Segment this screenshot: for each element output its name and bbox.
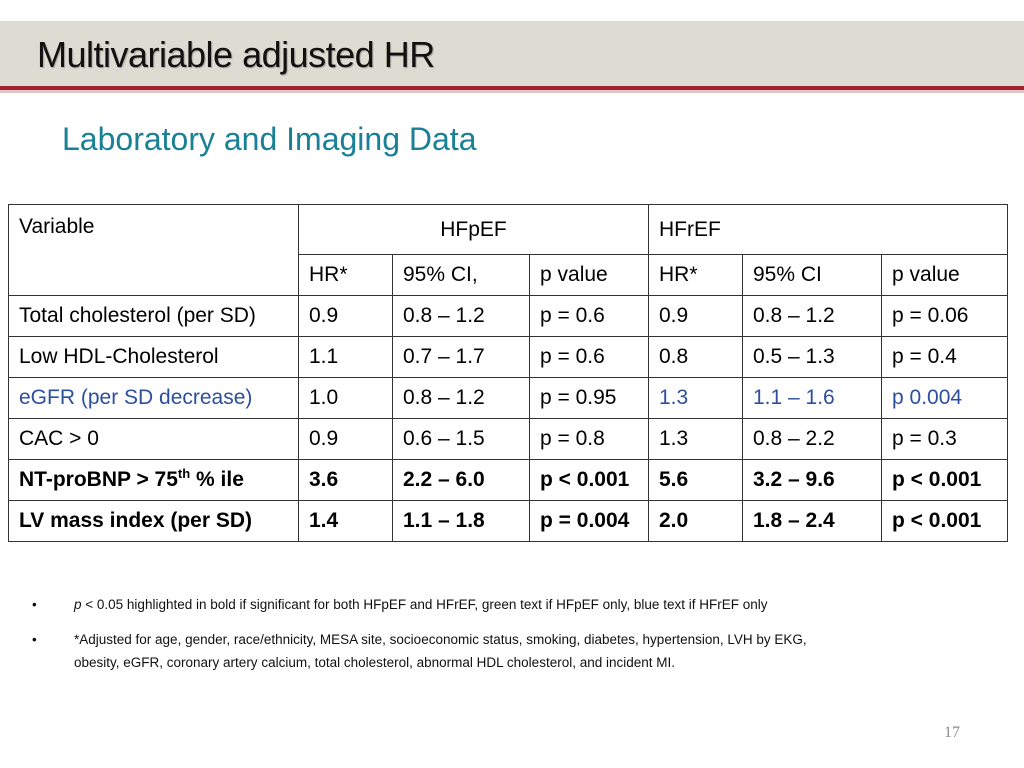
variable-header: Variable [8,204,299,296]
table-cell: 3.6 [298,459,393,501]
table-cell: p < 0.001 [529,459,649,501]
table-cell: 1.3 [648,418,743,460]
bullet-icon: • [32,632,37,647]
table-cell: 2.2 – 6.0 [392,459,530,501]
table-cell: 2.0 [648,500,743,542]
table-cell: 5.6 [648,459,743,501]
table-cell: 1.1 [298,336,393,378]
title-rule-shadow [0,90,1024,93]
row-variable: NT-proBNP > 75th % ile [8,459,299,501]
table-cell: 0.9 [648,295,743,337]
footnote-significance: • p < 0.05 highlighted in bold if signif… [30,593,990,616]
row-variable-text: NT-proBNP > 75 [19,468,178,491]
table-cell: p = 0.3 [881,418,1008,460]
table-cell: p = 0.6 [529,295,649,337]
table-cell: p = 0.95 [529,377,649,419]
row-variable: LV mass index (per SD) [8,500,299,542]
table-cell: 3.2 – 9.6 [742,459,882,501]
ordinal-superscript: th [177,466,191,481]
table-row: Total cholesterol (per SD) 0.9 0.8 – 1.2… [8,295,1008,337]
hr-table: Variable HFpEF HFrEF HR* 95% CI, p value… [8,204,1008,542]
subheader-cell: 95% CI, [392,254,530,296]
slide-subtitle: Laboratory and Imaging Data [62,121,477,157]
table-cell: p = 0.6 [529,336,649,378]
p-italic: p [74,597,82,612]
table-cell: p = 0.004 [529,500,649,542]
footnote-text: < 0.05 highlighted in bold if significan… [81,597,768,612]
table-cell: 1.1 – 1.8 [392,500,530,542]
footnote-text-line2: obesity, eGFR, coronary artery calcium, … [74,655,676,670]
footnote-adjustment: • *Adjusted for age, gender, race/ethnic… [30,628,990,674]
table-cell: 0.8 – 2.2 [742,418,882,460]
slide-title: Multivariable adjusted HR [37,34,435,75]
table-cell: p = 0.4 [881,336,1008,378]
title-bar [0,21,1024,86]
subheader-cell: p value [529,254,649,296]
row-variable: CAC > 0 [8,418,299,460]
subheader-cell: 95% CI [742,254,882,296]
table-cell: 1.3 [648,377,743,419]
table-cell: 1.8 – 2.4 [742,500,882,542]
table-cell: 0.8 – 1.2 [392,377,530,419]
table-row: CAC > 0 0.9 0.6 – 1.5 p = 0.8 1.3 0.8 – … [8,418,1008,460]
table-cell: p = 0.8 [529,418,649,460]
footnote-text-line1: *Adjusted for age, gender, race/ethnicit… [74,632,807,647]
table-header-row: Variable HFpEF HFrEF [8,204,1008,296]
table-cell: 0.5 – 1.3 [742,336,882,378]
table-cell: 0.8 – 1.2 [742,295,882,337]
subheader-cell: HR* [298,254,393,296]
row-variable-suffix: % ile [190,468,244,491]
table-cell: 0.8 – 1.2 [392,295,530,337]
slide-number: 17 [944,724,960,741]
bullet-icon: • [32,597,37,612]
table-row: LV mass index (per SD) 1.4 1.1 – 1.8 p =… [8,500,1008,542]
table-row: Low HDL-Cholesterol 1.1 0.7 – 1.7 p = 0.… [8,336,1008,378]
row-variable: Low HDL-Cholesterol [8,336,299,378]
table-cell: p < 0.001 [881,459,1008,501]
table-cell: 1.4 [298,500,393,542]
table-cell: 1.1 – 1.6 [742,377,882,419]
table-cell: 0.9 [298,418,393,460]
subheader-cell: HR* [648,254,743,296]
table-cell: p = 0.06 [881,295,1008,337]
table-cell: 0.9 [298,295,393,337]
table-cell: p 0.004 [881,377,1008,419]
subheader-cell: p value [881,254,1008,296]
row-variable: eGFR (per SD decrease) [8,377,299,419]
table-cell: 0.8 [648,336,743,378]
group-header-hfref: HFrEF [648,204,1008,255]
table-cell: 0.6 – 1.5 [392,418,530,460]
title-rule [0,86,1024,90]
group-header-hfpef: HFpEF [298,204,649,255]
table-cell: p < 0.001 [881,500,1008,542]
row-variable: Total cholesterol (per SD) [8,295,299,337]
table-subheader-row: HR* 95% CI, p value HR* 95% CI p value [9,254,1008,296]
table-cell: 1.0 [298,377,393,419]
table-cell: 0.7 – 1.7 [392,336,530,378]
table-row: eGFR (per SD decrease) 1.0 0.8 – 1.2 p =… [8,377,1008,419]
footnotes: • p < 0.05 highlighted in bold if signif… [30,593,990,686]
table-row: NT-proBNP > 75th % ile 3.6 2.2 – 6.0 p <… [8,459,1008,501]
